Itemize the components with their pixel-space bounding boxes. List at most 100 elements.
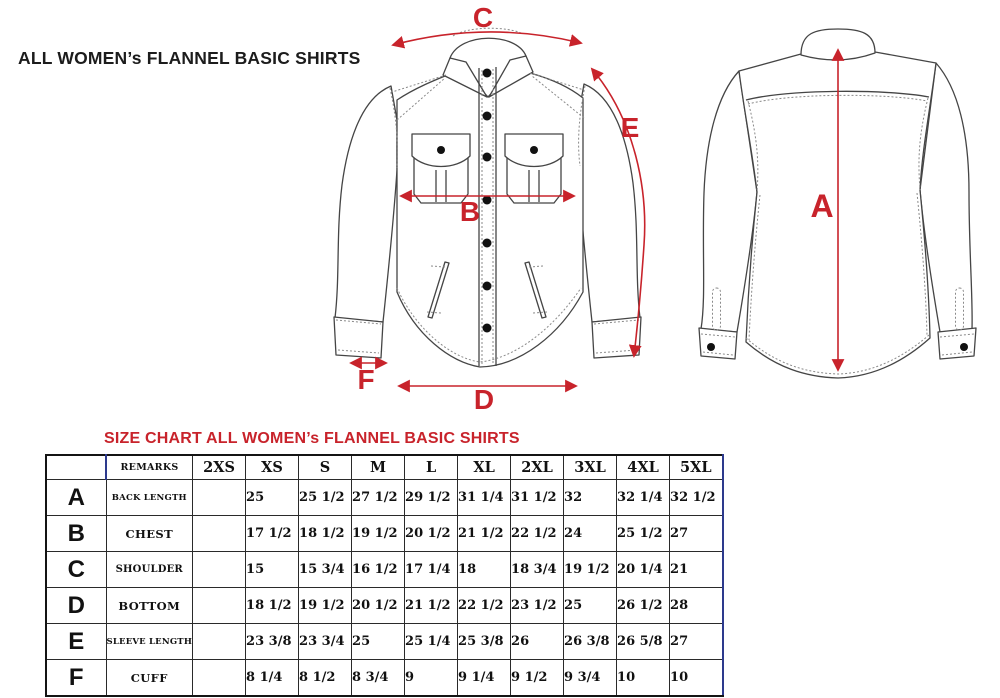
- back-shirt-diagram: A: [698, 28, 977, 379]
- table-row-shoulder: C SHOULDER 15 15 3/4 16 1/2 17 1/4 18 18…: [45, 551, 724, 588]
- row-remark: CUFF: [105, 659, 194, 697]
- cell: 23 3/4: [298, 623, 353, 660]
- cell: 19 1/2: [351, 515, 406, 552]
- front-left-welt-pocket: [427, 261, 450, 319]
- size-header-5xl: 5XL: [669, 454, 724, 480]
- cell: 17 1/4: [404, 551, 459, 588]
- front-collar-right: [488, 55, 534, 98]
- row-letter: E: [45, 623, 107, 660]
- dimension-arrow-C: [391, 31, 583, 49]
- row-letter: B: [45, 515, 107, 552]
- header-row: REMARKS 2XS XS S M L XL 2XL 3XL 4XL 5XL: [45, 454, 724, 480]
- cell: 27: [669, 515, 724, 552]
- cell: 25 1/4: [404, 623, 459, 660]
- size-header-2xs: 2XS: [192, 454, 247, 480]
- remarks-header: REMARKS: [105, 454, 194, 480]
- row-letter: C: [45, 551, 107, 588]
- size-chart-table: REMARKS 2XS XS S M L XL 2XL 3XL 4XL 5XL …: [45, 454, 724, 697]
- cell: 25: [351, 623, 406, 660]
- page-title: ALL WOMEN’s FLANNEL BASIC SHIRTS: [18, 48, 361, 68]
- size-header-3xl: 3XL: [563, 454, 618, 480]
- cell: 18 3/4: [510, 551, 565, 588]
- row-remark: CHEST: [105, 515, 194, 552]
- cell: 20 1/2: [404, 515, 459, 552]
- cell: 32 1/2: [669, 479, 724, 516]
- back-right-sleeve: [919, 62, 973, 333]
- cell: 21 1/2: [404, 587, 459, 624]
- cell: 10: [669, 659, 724, 697]
- cell: 32 1/4: [616, 479, 671, 516]
- front-left-sleeve: [334, 85, 398, 323]
- dimension-label-A: A: [810, 188, 833, 224]
- cell: 26 3/8: [563, 623, 618, 660]
- cell: 9 1/2: [510, 659, 565, 697]
- size-header-m: M: [351, 454, 406, 480]
- cell: 32: [563, 479, 618, 516]
- cell: 9: [404, 659, 459, 697]
- corner-cell: [45, 454, 107, 480]
- cell: 20 1/2: [351, 587, 406, 624]
- cell: 15: [245, 551, 300, 588]
- dimension-arrow-E: [590, 67, 646, 358]
- cell: 23 1/2: [510, 587, 565, 624]
- cell: 8 1/4: [245, 659, 300, 697]
- size-header-4xl: 4XL: [616, 454, 671, 480]
- back-cuff-buttons: [707, 343, 968, 351]
- cell: 26: [510, 623, 565, 660]
- row-remark: SHOULDER: [105, 551, 194, 588]
- cell: 25: [563, 587, 618, 624]
- cell: 25 1/2: [616, 515, 671, 552]
- dimension-label-F: F: [357, 364, 374, 395]
- cell: [192, 623, 247, 660]
- cell: 22 1/2: [457, 587, 512, 624]
- cell: 29 1/2: [404, 479, 459, 516]
- table-row-chest: B CHEST 17 1/2 18 1/2 19 1/2 20 1/2 21 1…: [45, 515, 724, 552]
- cell: 21: [669, 551, 724, 588]
- cell: 27: [669, 623, 724, 660]
- cell: 8 3/4: [351, 659, 406, 697]
- row-letter: D: [45, 587, 107, 624]
- cell: 27 1/2: [351, 479, 406, 516]
- size-header-s: S: [298, 454, 353, 480]
- cell: 22 1/2: [510, 515, 565, 552]
- dimension-label-E: E: [621, 112, 640, 143]
- cell: 23 3/8: [245, 623, 300, 660]
- row-remark: BACK LENGTH: [105, 479, 194, 516]
- back-left-sleeve: [700, 70, 758, 333]
- row-letter: F: [45, 659, 107, 697]
- dimension-label-B: B: [460, 196, 480, 227]
- front-right-welt-pocket: [524, 261, 547, 319]
- cell: 18 1/2: [298, 515, 353, 552]
- cell: 8 1/2: [298, 659, 353, 697]
- cell: 24: [563, 515, 618, 552]
- cell: 15 3/4: [298, 551, 353, 588]
- size-header-xl: XL: [457, 454, 512, 480]
- front-shirt-diagram: C E B F D: [333, 2, 646, 415]
- cell: [192, 479, 247, 516]
- cell: 17 1/2: [245, 515, 300, 552]
- cell: [192, 659, 247, 697]
- cell: [192, 551, 247, 588]
- size-header-xs: XS: [245, 454, 300, 480]
- cell: [192, 587, 247, 624]
- cell: 28: [669, 587, 724, 624]
- front-placket: [478, 67, 497, 366]
- cell: 18: [457, 551, 512, 588]
- size-header-2xl: 2XL: [510, 454, 565, 480]
- cell: 19 1/2: [563, 551, 618, 588]
- size-header-l: L: [404, 454, 459, 480]
- cell: 18 1/2: [245, 587, 300, 624]
- cell: 16 1/2: [351, 551, 406, 588]
- cell: 25 3/8: [457, 623, 512, 660]
- back-left-cuff: [698, 327, 738, 360]
- table-row-back-length: A BACK LENGTH 25 25 1/2 27 1/2 29 1/2 31…: [45, 479, 724, 516]
- cell: 25 1/2: [298, 479, 353, 516]
- cell: 20 1/4: [616, 551, 671, 588]
- cell: 26 5/8: [616, 623, 671, 660]
- cell: 21 1/2: [457, 515, 512, 552]
- back-right-cuff: [937, 327, 977, 360]
- row-remark: BOTTOM: [105, 587, 194, 624]
- cell: 10: [616, 659, 671, 697]
- dimension-label-C: C: [473, 2, 493, 33]
